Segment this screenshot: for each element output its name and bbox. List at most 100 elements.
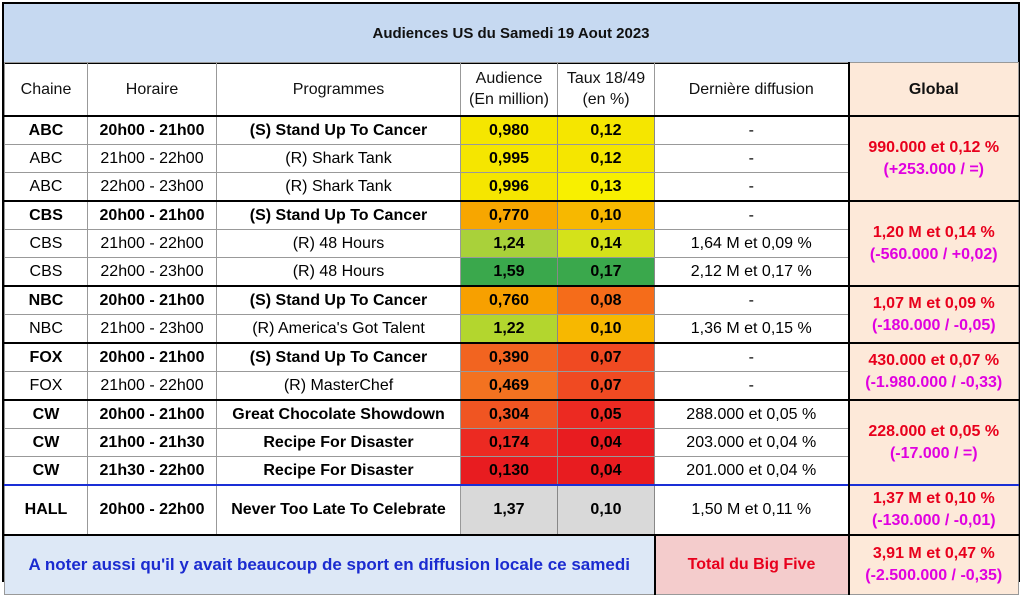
cell-chaine: CBS <box>4 200 88 230</box>
cell-audience: 0,980 <box>460 115 558 145</box>
cell-chaine: ABC <box>4 115 88 145</box>
cell-taux: 0,12 <box>557 144 655 173</box>
cell-derniere-diffusion: - <box>654 144 849 173</box>
global-nbc: 1,07 M et 0,09 % (-180.000 / -0,05) <box>847 285 1019 344</box>
cell-programme: (R) 48 Hours <box>216 257 461 287</box>
hall-derniere-diffusion: 1,50 M et 0,11 % <box>654 484 849 536</box>
cell-horaire: 21h00 - 23h00 <box>87 314 217 344</box>
cell-audience: 1,24 <box>460 229 558 258</box>
cell-taux: 0,10 <box>557 314 655 344</box>
table-row: NBC 20h00 - 21h00 (S) Stand Up To Cancer 0,… <box>4 285 1019 344</box>
cell-horaire: 20h00 - 21h00 <box>87 200 217 230</box>
table-row: CBS 22h00 - 23h00 (R) 48 Hours 1,59 0,17 2,12… <box>4 257 1019 287</box>
hall-global: 1,37 M et 0,10 % (-130.000 / -0,01) <box>847 484 1019 536</box>
global-fox: 430.000 et 0,07 % (-1.980.000 / -0,33) <box>847 342 1019 401</box>
cell-programme: (R) America's Got Talent <box>216 314 461 344</box>
table-row: CW 20h00 - 21h00 Great Chocolate Showdown 0… <box>4 399 1019 486</box>
cell-taux: 0,17 <box>557 257 655 287</box>
footer-note: A noter aussi qu'il y avait beaucoup de … <box>4 534 655 595</box>
header-row: Chaine Horaire Programmes Audience (En mi… <box>4 62 1019 117</box>
hall-programme: Never Too Late To Celebrate <box>216 484 461 536</box>
cell-chaine: CBS <box>4 229 88 258</box>
cell-audience: 0,760 <box>460 285 558 315</box>
cell-chaine: FOX <box>4 342 88 372</box>
header-audience-line2: (En million) <box>468 91 549 108</box>
cell-programme: (S) Stand Up To Cancer <box>216 115 461 145</box>
table-row: FOX 21h00 - 22h00 (R) MasterChef 0,469 0,07- <box>4 371 1019 401</box>
global-fox-delta: (-1.980.000 / -0,33) <box>865 373 1003 391</box>
cell-chaine: ABC <box>4 172 88 202</box>
table-row: ABC 20h00 - 21h00 (S) Stand Up To Cancer 0,… <box>4 115 1019 202</box>
cell-chaine: CW <box>4 428 88 457</box>
cell-programme: (R) 48 Hours <box>216 229 461 258</box>
cell-horaire: 21h00 - 21h30 <box>87 428 217 457</box>
header-taux-line2: (en %) <box>582 91 630 108</box>
header-global: Global <box>847 62 1019 117</box>
cell-audience: 1,22 <box>460 314 558 344</box>
header-taux-line1: Taux 18/49 <box>566 70 646 87</box>
cell-horaire: 22h00 - 23h00 <box>87 257 217 287</box>
cell-taux: 0,10 <box>557 200 655 230</box>
cell-horaire: 20h00 - 21h00 <box>87 399 217 429</box>
cell-derniere-diffusion: 2,12 M et 0,17 % <box>654 257 849 287</box>
cell-derniere-diffusion: - <box>654 172 849 202</box>
cell-derniere-diffusion: - <box>654 285 849 315</box>
footer-row: A noter aussi qu'il y avait beaucoup de … <box>4 534 1019 595</box>
hall-audience: 1,37 <box>460 484 558 536</box>
global-cw: 228.000 et 0,05 % (-17.000 / =) <box>847 399 1019 486</box>
cell-chaine: CBS <box>4 257 88 287</box>
cell-chaine: FOX <box>4 371 88 401</box>
table-row: CBS 21h00 - 22h00 (R) 48 Hours 1,24 0,14 1,64… <box>4 229 1019 258</box>
cell-derniere-diffusion: 1,36 M et 0,15 % <box>654 314 849 344</box>
cell-horaire: 20h00 - 21h00 <box>87 342 217 372</box>
cell-derniere-diffusion: - <box>654 115 849 145</box>
header-taux: Taux 18/49 (en %) <box>557 62 655 117</box>
hall-chaine: HALL <box>4 484 88 536</box>
global-cbs-value: 1,20 M et 0,14 % <box>872 223 995 241</box>
cell-taux: 0,07 <box>557 371 655 401</box>
cell-chaine: CW <box>4 456 88 486</box>
cell-programme: (R) Shark Tank <box>216 172 461 202</box>
table-title: Audiences US du Samedi 19 Aout 2023 <box>4 4 1018 64</box>
hall-global-value: 1,37 M et 0,10 % <box>872 490 995 507</box>
cell-audience: 1,59 <box>460 257 558 287</box>
table-row: CW 21h00 - 21h30 Recipe For Disaster 0,174 0… <box>4 428 1019 457</box>
cell-programme: (S) Stand Up To Cancer <box>216 200 461 230</box>
cell-chaine: NBC <box>4 285 88 315</box>
cell-audience: 0,390 <box>460 342 558 372</box>
global-abc: 990.000 et 0,12 % (+253.000 / =) <box>847 115 1019 202</box>
global-abc-delta: (+253.000 / =) <box>883 160 984 178</box>
cell-derniere-diffusion: - <box>654 200 849 230</box>
cell-programme: (S) Stand Up To Cancer <box>216 285 461 315</box>
total-big-five-value: 3,91 M et 0,47 % (-2.500.000 / -0,35) <box>847 534 1019 595</box>
cell-programme: (S) Stand Up To Cancer <box>216 342 461 372</box>
global-fox-value: 430.000 et 0,07 % <box>868 351 1000 369</box>
cell-programme: (R) Shark Tank <box>216 144 461 173</box>
header-chaine: Chaine <box>4 62 88 117</box>
cell-taux: 0,12 <box>557 115 655 145</box>
cell-derniere-diffusion: 288.000 et 0,05 % <box>654 399 849 429</box>
cell-horaire: 22h00 - 23h00 <box>87 172 217 202</box>
cell-audience: 0,996 <box>460 172 558 202</box>
header-audience-line1: Audience <box>475 70 543 87</box>
cell-programme: Recipe For Disaster <box>216 456 461 486</box>
header-audience: Audience (En million) <box>460 62 558 117</box>
table-row: ABC 22h00 - 23h00 (R) Shark Tank 0,996 0,13- <box>4 172 1019 202</box>
hall-row: HALL 20h00 - 22h00 Never Too Late To Celeb… <box>4 484 1019 536</box>
hall-taux: 0,10 <box>557 484 655 536</box>
table-row: NBC 21h00 - 23h00 (R) America's Got Talent… <box>4 314 1019 344</box>
cell-horaire: 21h00 - 22h00 <box>87 371 217 401</box>
cell-derniere-diffusion: 201.000 et 0,04 % <box>654 456 849 486</box>
table-row: FOX 20h00 - 21h00 (S) Stand Up To Cancer 0,… <box>4 342 1019 401</box>
cell-audience: 0,130 <box>460 456 558 486</box>
header-programmes: Programmes <box>216 62 461 117</box>
global-cbs: 1,20 M et 0,14 % (-560.000 / +0,02) <box>847 200 1019 287</box>
cell-programme: Recipe For Disaster <box>216 428 461 457</box>
cell-taux: 0,04 <box>557 456 655 486</box>
total-big-five-label: Total du Big Five <box>653 534 849 595</box>
hall-horaire: 20h00 - 22h00 <box>87 484 217 536</box>
cell-derniere-diffusion: - <box>654 371 849 401</box>
global-cbs-delta: (-560.000 / +0,02) <box>869 245 998 263</box>
cell-taux: 0,08 <box>557 285 655 315</box>
